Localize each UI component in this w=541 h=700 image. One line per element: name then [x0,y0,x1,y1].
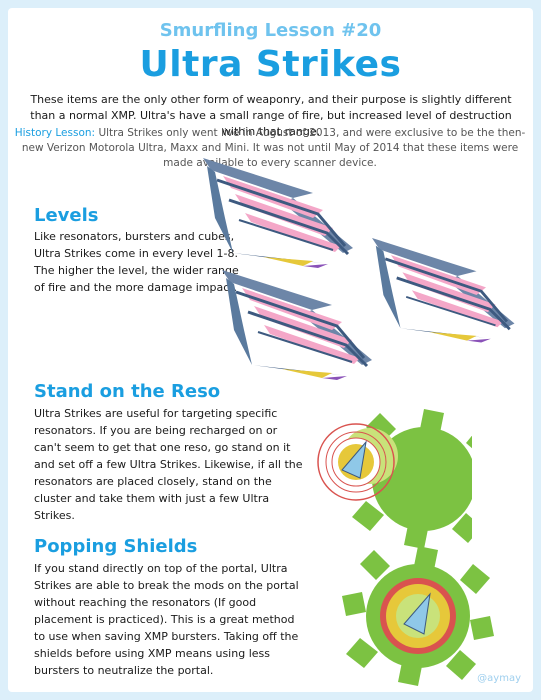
page-title: Ultra Strikes [139,44,402,85]
author-credit: @aymay [477,673,521,684]
section-body-popping-shields: If you stand directly on top of the port… [34,562,299,677]
ultra-strike-icon [222,270,374,382]
portal-resonator-diagram [317,409,472,549]
section-title-levels: Levels [34,205,99,226]
section-body-stand-on-reso: Ultra Strikes are useful for targeting s… [34,407,303,522]
intro-paragraph: These items are the only other form of w… [30,93,512,138]
section-body-levels: Like resonators, bursters and cubes, Ult… [34,230,239,294]
section-title-stand-on-reso: Stand on the Reso [34,381,221,402]
ultra-strike-icon [372,238,516,344]
section-title-popping-shields: Popping Shields [34,536,198,557]
ultra-strike-icon [203,158,355,270]
history-label: History Lesson: [14,127,96,139]
lesson-page: Smurfling Lesson #20 Ultra Strikes These… [8,8,533,692]
lesson-kicker: Smurfling Lesson #20 [159,20,382,41]
portal-shield-diagram [342,546,494,686]
